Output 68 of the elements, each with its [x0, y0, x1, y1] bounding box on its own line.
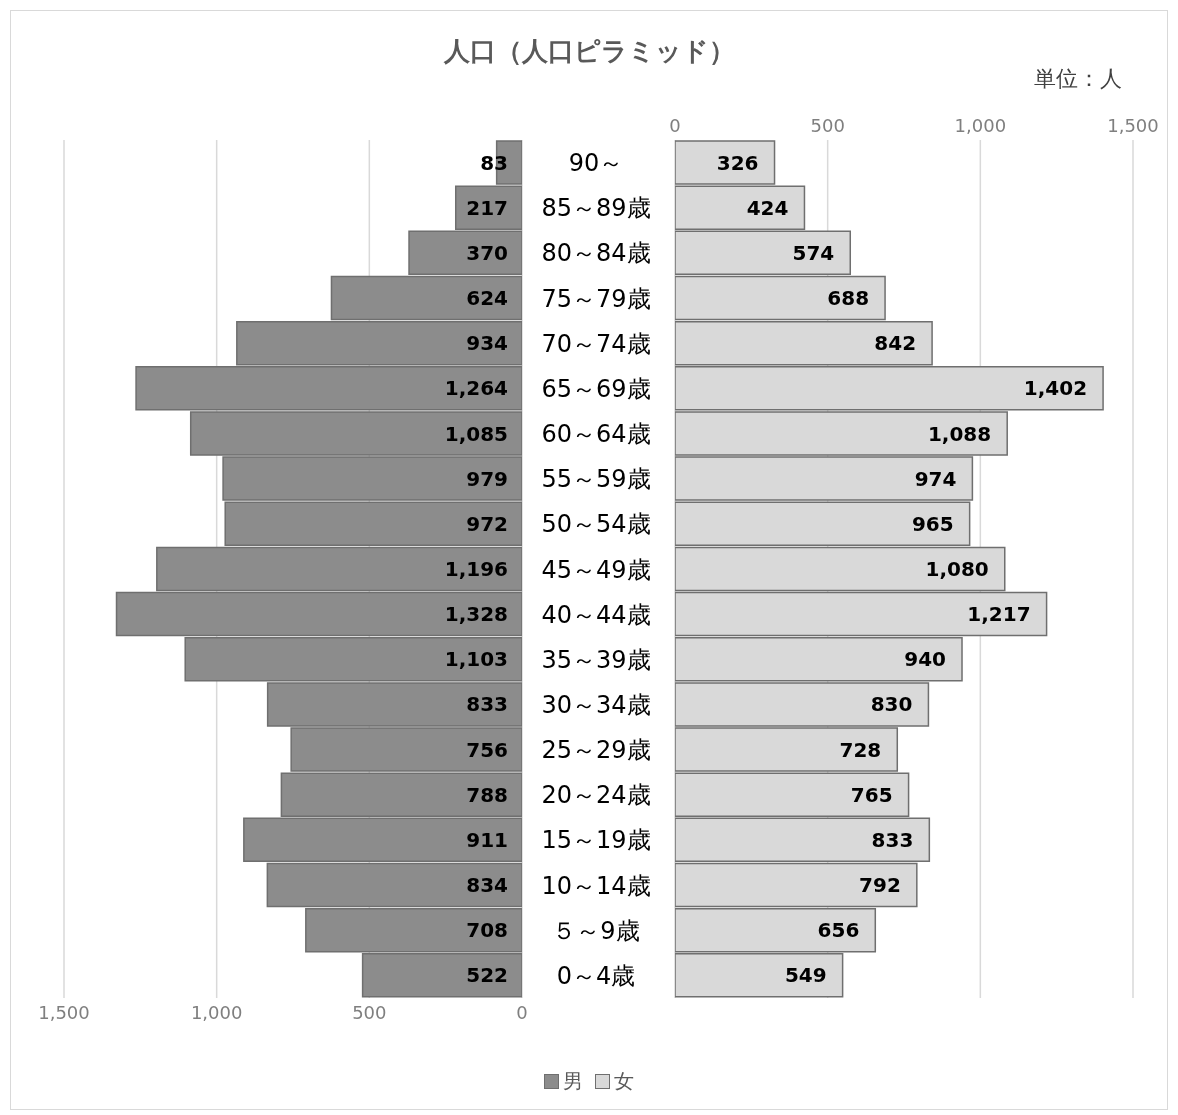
data-label: 656	[817, 918, 860, 943]
data-label: 708	[466, 918, 508, 943]
y-tick-label: 0～4歳	[556, 961, 636, 990]
data-label: 842	[874, 331, 917, 356]
x-tick-label: 500	[352, 1001, 387, 1023]
x2-tick-label: 1,500	[1107, 115, 1159, 136]
data-label: 574	[792, 240, 835, 265]
data-label: 688	[827, 286, 870, 311]
data-label: 974	[914, 466, 957, 491]
data-label: 934	[466, 331, 508, 356]
data-label: 1,080	[925, 557, 989, 582]
data-label: 834	[466, 873, 508, 898]
data-label: 1,088	[927, 421, 992, 446]
y-tick-label: 45～49歳	[541, 555, 651, 584]
y-tick-label: 70～74歳	[541, 329, 651, 358]
y-tick-label: 55～59歳	[541, 465, 651, 494]
y-tick-label: 50～54歳	[541, 510, 651, 539]
x-tick-label: 0	[516, 1001, 528, 1023]
x-tick-label: 1,000	[190, 1001, 243, 1023]
text: 女	[613, 1068, 634, 1095]
data-label: 965	[911, 511, 954, 536]
y-tick-label: 75～79歳	[541, 284, 651, 313]
data-label: 940	[904, 647, 947, 672]
y-tick-label: 90～	[568, 149, 624, 178]
text: 人口（人口ピラミッド）	[443, 36, 735, 66]
data-label: 911	[466, 827, 508, 852]
data-label: 1,085	[444, 421, 508, 446]
data-label: 765	[850, 782, 893, 807]
legend-label: 男	[562, 1068, 583, 1095]
y-tick-label: 30～34歳	[541, 690, 651, 719]
y-tick-label: 65～69歳	[541, 374, 651, 403]
data-label: 424	[746, 195, 789, 220]
data-label: 1,328	[444, 602, 508, 627]
x2-tick-label: 0	[669, 115, 681, 136]
data-label: 972	[466, 511, 508, 536]
data-label: 217	[466, 195, 508, 220]
data-label: 1,402	[1023, 376, 1088, 401]
data-label: 833	[466, 692, 508, 717]
data-label: 756	[466, 737, 508, 762]
x-tick-label: 1,500	[38, 1001, 90, 1023]
data-label: 830	[870, 692, 913, 717]
data-label: 522	[466, 963, 508, 988]
y-tick-label: 25～29歳	[541, 736, 651, 765]
y-tick-label: 10～14歳	[541, 871, 651, 900]
data-label: 788	[466, 782, 508, 807]
data-label: 1,217	[967, 602, 1031, 627]
y-tick-label: ５～9歳	[552, 916, 640, 945]
data-label: 1,103	[444, 647, 508, 672]
y-tick-label: 35～39歳	[541, 645, 651, 674]
data-label: 1,264	[444, 376, 508, 401]
data-label: 792	[859, 873, 901, 898]
y-tick-label: 40～44歳	[541, 600, 651, 629]
data-label: 979	[466, 466, 508, 491]
y-tick-label: 85～89歳	[541, 194, 651, 223]
data-label: 549	[784, 963, 827, 988]
y-tick-label: 15～19歳	[541, 826, 651, 855]
x2-tick-label: 500	[810, 115, 845, 136]
data-label: 1,196	[444, 557, 508, 582]
text: 単位：人	[1034, 65, 1122, 93]
data-label: 326	[716, 150, 759, 175]
data-label: 833	[871, 827, 914, 852]
data-label: 624	[466, 286, 508, 311]
y-tick-label: 60～64歳	[541, 420, 651, 449]
x2-tick-label: 1,000	[954, 115, 1007, 136]
y-tick-label: 80～84歳	[541, 239, 651, 268]
data-label: 370	[466, 240, 508, 265]
y-tick-label: 20～24歳	[541, 781, 651, 810]
data-label: 728	[839, 737, 882, 762]
